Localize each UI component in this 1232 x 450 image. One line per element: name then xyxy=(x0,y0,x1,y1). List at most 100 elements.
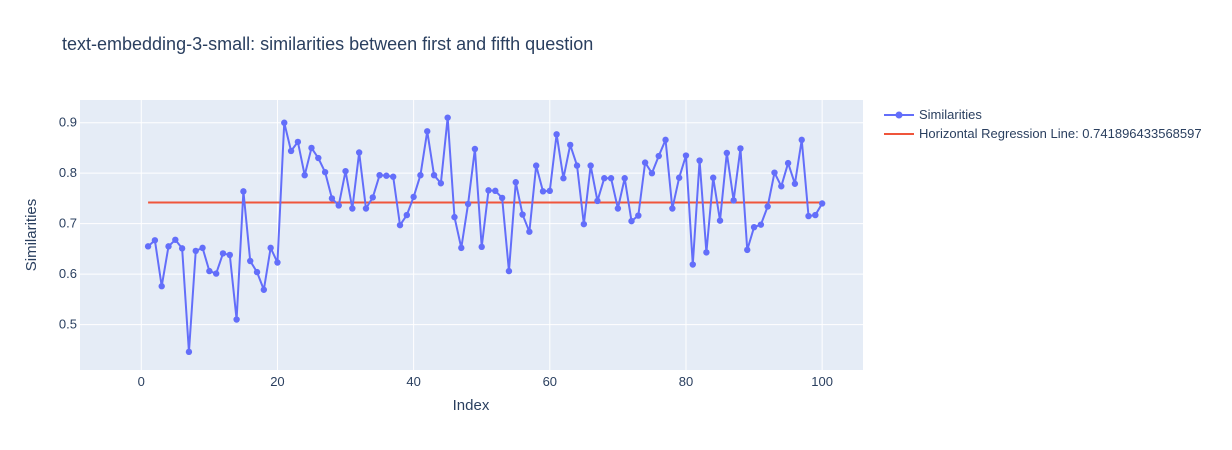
similarities-point xyxy=(437,180,445,187)
similarities-point xyxy=(818,200,826,207)
similarities-point xyxy=(308,144,315,152)
similarities-point xyxy=(321,168,329,176)
similarities-point xyxy=(621,175,628,182)
similarities-line xyxy=(147,116,824,353)
similarities-point xyxy=(355,149,363,156)
similarities-point xyxy=(451,213,458,221)
legend: Similarities Horizontal Regression Line:… xyxy=(884,107,1202,141)
similarities-point xyxy=(471,145,479,153)
similarities-point xyxy=(478,243,485,251)
similarities-point xyxy=(390,173,397,180)
similarities-point xyxy=(614,205,622,212)
x-tick-label: 40 xyxy=(406,374,420,389)
similarities-point xyxy=(206,267,213,275)
similarities-point xyxy=(641,159,649,166)
similarities-point xyxy=(512,179,519,186)
similarities-point xyxy=(498,194,506,202)
legend-label-regression-line: Horizontal Regression Line: 0.7418964335… xyxy=(919,126,1202,141)
similarities-point xyxy=(505,267,513,275)
similarities-point xyxy=(349,205,356,212)
series-layer xyxy=(144,114,826,356)
similarities-point xyxy=(403,211,411,219)
similarities-point xyxy=(396,221,404,229)
similarities-point xyxy=(253,268,261,276)
similarities-point xyxy=(635,212,642,219)
similarities-point xyxy=(716,217,724,224)
similarities-point xyxy=(526,228,533,235)
similarities-point xyxy=(424,128,431,135)
x-tick-label: 80 xyxy=(679,374,693,389)
similarities-point xyxy=(580,220,588,228)
similarities-point xyxy=(567,141,574,149)
similarities-point xyxy=(247,257,254,265)
similarities-point xyxy=(696,157,703,164)
similarities-point xyxy=(192,247,199,255)
x-tick-label: 100 xyxy=(811,374,833,389)
similarities-point xyxy=(199,244,206,252)
similarities-point xyxy=(546,187,553,195)
y-tick-label: 0.5 xyxy=(59,317,77,332)
similarities-point xyxy=(682,152,690,159)
similarities-point xyxy=(492,187,499,195)
similarities-point xyxy=(464,200,472,208)
x-tick-label: 60 xyxy=(543,374,557,389)
similarities-point xyxy=(539,188,547,195)
similarities-point xyxy=(417,171,424,179)
similarities-point xyxy=(573,162,581,169)
similarities-point xyxy=(689,261,696,268)
similarities-point xyxy=(791,180,799,187)
similarities-point xyxy=(178,245,186,252)
similarities-point xyxy=(655,152,662,160)
y-axis-title: Similarities xyxy=(23,199,40,272)
similarities-point xyxy=(784,159,792,167)
similarities-point xyxy=(342,167,349,175)
similarities-point xyxy=(798,136,805,144)
similarities-point xyxy=(294,138,302,146)
x-tick-label: 0 xyxy=(138,374,145,389)
similarities-point xyxy=(458,244,465,252)
similarities-point xyxy=(185,348,193,356)
similarities-point xyxy=(628,217,635,225)
similarities-point xyxy=(648,169,656,177)
similarities-point xyxy=(281,119,288,126)
similarities-point xyxy=(805,212,812,220)
y-tick-labels: 0.5 0.6 0.7 0.8 0.9 xyxy=(59,115,77,332)
legend-item-similarities[interactable]: Similarities xyxy=(884,107,982,122)
y-tick-label: 0.7 xyxy=(59,216,77,231)
x-tick-labels: 0 20 40 60 80 100 xyxy=(138,374,833,389)
similarities-point xyxy=(771,169,778,176)
similarities-point xyxy=(315,154,322,162)
similarities-point xyxy=(144,243,152,250)
similarities-point xyxy=(287,147,295,155)
similarities-point xyxy=(444,114,451,121)
similarities-point xyxy=(703,249,710,256)
similarities-point xyxy=(267,244,274,252)
similarities-point xyxy=(675,174,683,181)
similarities-point xyxy=(587,162,594,169)
similarities-point xyxy=(369,194,376,201)
similarities-point xyxy=(594,197,601,205)
similarities-point xyxy=(274,259,281,266)
similarities-point xyxy=(532,162,540,169)
similarities-point xyxy=(219,250,227,257)
similarities-point xyxy=(744,246,751,254)
similarities-point xyxy=(383,172,390,179)
similarities-point xyxy=(519,211,526,218)
similarities-point xyxy=(226,251,233,259)
similarities-point xyxy=(165,243,172,250)
similarities-point xyxy=(812,211,819,219)
similarities-point xyxy=(723,149,731,157)
legend-item-regression-line[interactable]: Horizontal Regression Line: 0.7418964335… xyxy=(884,126,1202,141)
chart-title: text-embedding-3-small: similarities bet… xyxy=(62,34,593,54)
similarities-point xyxy=(485,187,492,194)
similarities-point xyxy=(362,205,370,212)
similarities-point xyxy=(710,174,717,181)
similarities-point xyxy=(553,131,560,138)
similarities-point xyxy=(757,221,765,228)
similarities-point xyxy=(328,195,336,202)
similarities-point xyxy=(335,202,342,209)
legend-marker-similarities xyxy=(895,111,903,119)
similarities-point xyxy=(778,183,785,190)
similarities-point xyxy=(212,270,220,277)
similarities-point xyxy=(669,205,676,212)
